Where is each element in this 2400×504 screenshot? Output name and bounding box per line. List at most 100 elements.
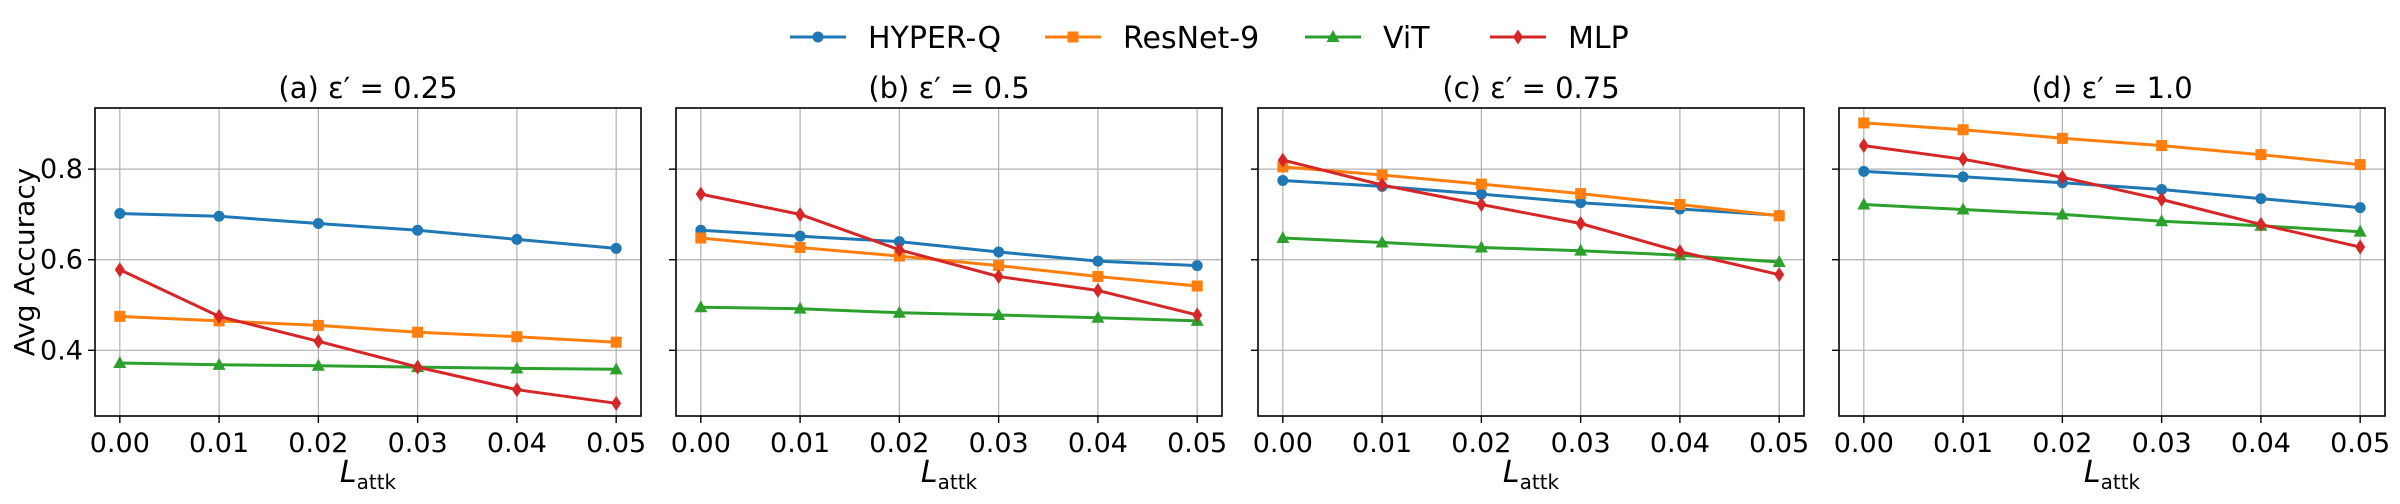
x-axis-label-sub: attk [357,470,397,494]
data-point-resnet-9 [1376,169,1388,181]
data-point-resnet-9 [2156,140,2168,152]
data-point-mlp [611,395,622,411]
data-point-hyper-q [993,246,1005,258]
data-point-mlp [2156,191,2167,207]
data-point-vit [1857,197,1871,210]
data-point-mlp [214,308,225,324]
data-point-mlp [1774,267,1785,283]
data-point-hyper-q [610,242,622,254]
x-tick-label: 0.04 [1650,428,1710,459]
series-mlp [1277,152,1785,283]
x-tick-label: 0.03 [388,428,448,459]
series-line-mlp [1863,144,2361,249]
data-point-mlp [695,186,706,202]
panel-d: (d) ε′ = 1.0 0.00 0.01 0.02 0.03 0.04 0.05 Latt… [1832,71,2390,494]
x-axis-label-main: L [340,455,357,490]
data-point-hyper-q [1277,174,1289,186]
series-vit [1276,230,1786,267]
data-point-vit [793,301,807,314]
x-tick-label: 0.01 [1352,428,1412,459]
data-point-vit [892,305,906,318]
data-point-resnet-9 [312,319,324,331]
data-point-resnet-9 [993,260,1005,272]
data-point-vit [992,307,1006,320]
legend-entry-mlp: MLP [1490,21,1629,56]
x-axis-label-main: L [921,455,938,490]
data-point-vit [113,356,127,369]
data-point-hyper-q [2255,193,2267,205]
x-tick-label: 0.01 [189,428,249,459]
x-tick-label: 0.05 [586,428,646,459]
series-mlp [1858,138,2366,255]
data-point-hyper-q [1575,197,1587,209]
x-axis-label: Lattk [921,455,978,494]
data-point-vit [694,300,708,313]
data-point-hyper-q [412,224,424,236]
data-point-resnet-9 [412,326,424,338]
x-tick-label: 0.03 [2132,428,2192,459]
data-point-mlp [993,268,1004,284]
x-axis-label-main: L [1503,455,1520,490]
legend-marker-resnet-9 [1067,31,1079,43]
data-point-hyper-q [213,210,225,222]
data-point-hyper-q [1191,260,1203,272]
series-line-hyper-q [119,212,617,250]
data-point-hyper-q [114,208,126,220]
data-point-hyper-q [893,236,905,248]
data-point-hyper-q [2156,184,2168,196]
data-point-resnet-9 [2354,159,2366,171]
panel-title-value: 0.5 [984,71,1030,105]
x-tick-label: 0.05 [2330,428,2390,459]
x-axis-label: Lattk [2084,455,2141,494]
data-point-vit [1956,202,1970,215]
data-point-resnet-9 [1773,210,1785,222]
data-point-vit [510,361,524,374]
data-point-vit [2353,224,2367,237]
series-line-mlp [700,192,1198,317]
data-point-mlp [795,206,806,222]
data-point-hyper-q [1957,171,1969,183]
data-point-resnet-9 [1475,178,1487,190]
x-axis-label-sub: attk [2101,470,2141,494]
data-point-hyper-q [312,218,324,229]
x-axis-label-sub: attk [938,470,978,494]
panel-frame [675,107,1223,417]
series-line-mlp [119,268,617,405]
data-point-mlp [1575,216,1586,231]
data-point-mlp [2057,169,2068,185]
y-axis-label: Avg Accuracy [8,168,41,357]
legend-entry-vit: ViT [1305,21,1430,56]
legend-marker-hyper-q [812,31,824,43]
x-tick-label: 0.04 [2231,428,2291,459]
panel-frame [94,107,642,417]
legend-label-hyper-q: HYPER-Q [868,21,1001,56]
series-line-resnet-9 [1282,165,1780,218]
panel-title-value: 0.25 [393,71,458,105]
data-point-vit [2155,214,2169,227]
data-point-mlp [1958,151,1969,167]
panel-title-prefix: (b) ε′ = [868,71,983,105]
x-tick-label: 0.05 [1749,428,1809,459]
series-line-resnet-9 [700,236,1198,288]
data-point-vit [1091,310,1105,323]
series-line-vit [1863,203,2361,234]
x-tick-label: 0.02 [2032,428,2092,459]
x-tick-label: 0.00 [1834,428,1894,459]
series-vit [113,356,623,375]
data-point-mlp [1377,177,1388,193]
panel-title: (b) ε′ = 0.5 [868,71,1029,105]
panel-title-prefix: (d) ε′ = [2031,71,2146,105]
legend-label-resnet-9: ResNet-9 [1123,21,1259,56]
legend-marker-mlp [1513,29,1523,45]
data-point-mlp [313,333,324,349]
y-tick-label: 0.8 [40,154,83,185]
data-point-hyper-q [794,230,806,242]
data-point-mlp [412,359,423,375]
series-mlp [695,186,1203,323]
series-line-hyper-q [1282,179,1780,217]
panel-a: (a) ε′ = 0.25 0.00 0.01 0.02 0.03 0.04 0.05 0.4… [40,71,646,494]
series-line-resnet-9 [1863,121,2361,167]
data-point-resnet-9 [610,336,622,348]
panel-b: (b) ε′ = 0.5 0.00 0.01 0.02 0.03 0.04 0.05 Latt… [669,71,1227,494]
